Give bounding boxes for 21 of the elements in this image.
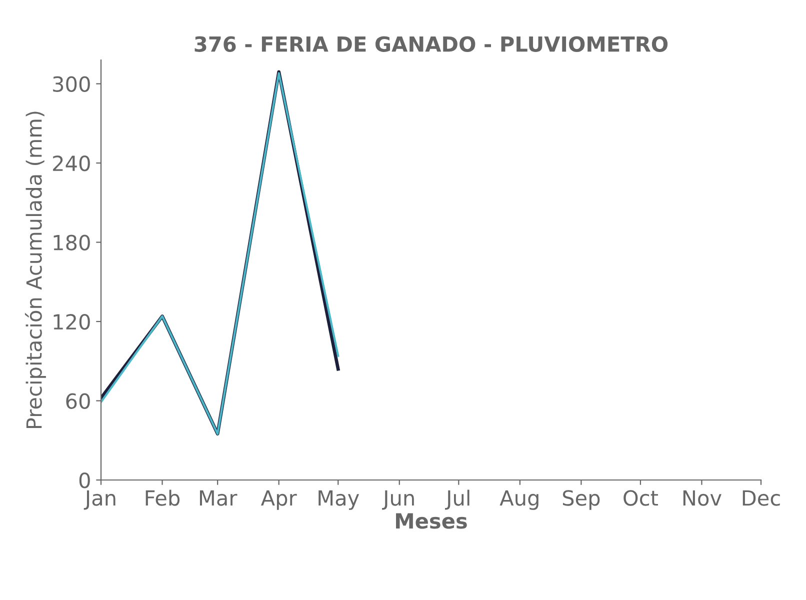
x-tick-label: Jul <box>445 490 470 510</box>
x-tick-label: Nov <box>683 490 722 506</box>
y-tick-label: 240 <box>53 155 90 172</box>
x-tick-label: Sep <box>562 490 600 510</box>
x-tick-label: Jun <box>382 490 414 510</box>
x-tick-label: Aug <box>500 490 538 510</box>
chart-title: 376 - FERIA DE GANADO - PLUVIOMETRO <box>194 36 668 52</box>
y-axis-title: Precipitación Acumulada (mm) <box>24 112 46 428</box>
y-tick-label: 300 <box>53 76 90 92</box>
y-tick-label: 60 <box>66 393 90 409</box>
x-tick-label: Mar <box>200 490 238 506</box>
x-tick-label: Oct <box>624 490 658 506</box>
x-tick-label: Dec <box>742 490 780 506</box>
x-axis-title: Meses <box>396 513 467 529</box>
x-tick-label: Feb <box>146 490 180 506</box>
y-tick-label: 0 <box>79 472 90 488</box>
x-tick-label: Apr <box>260 490 297 510</box>
y-tick-label: 180 <box>54 234 90 250</box>
x-tick-label: May <box>318 490 360 510</box>
x-tick-label: Jan <box>84 490 116 510</box>
y-tick-label: 120 <box>54 314 90 330</box>
